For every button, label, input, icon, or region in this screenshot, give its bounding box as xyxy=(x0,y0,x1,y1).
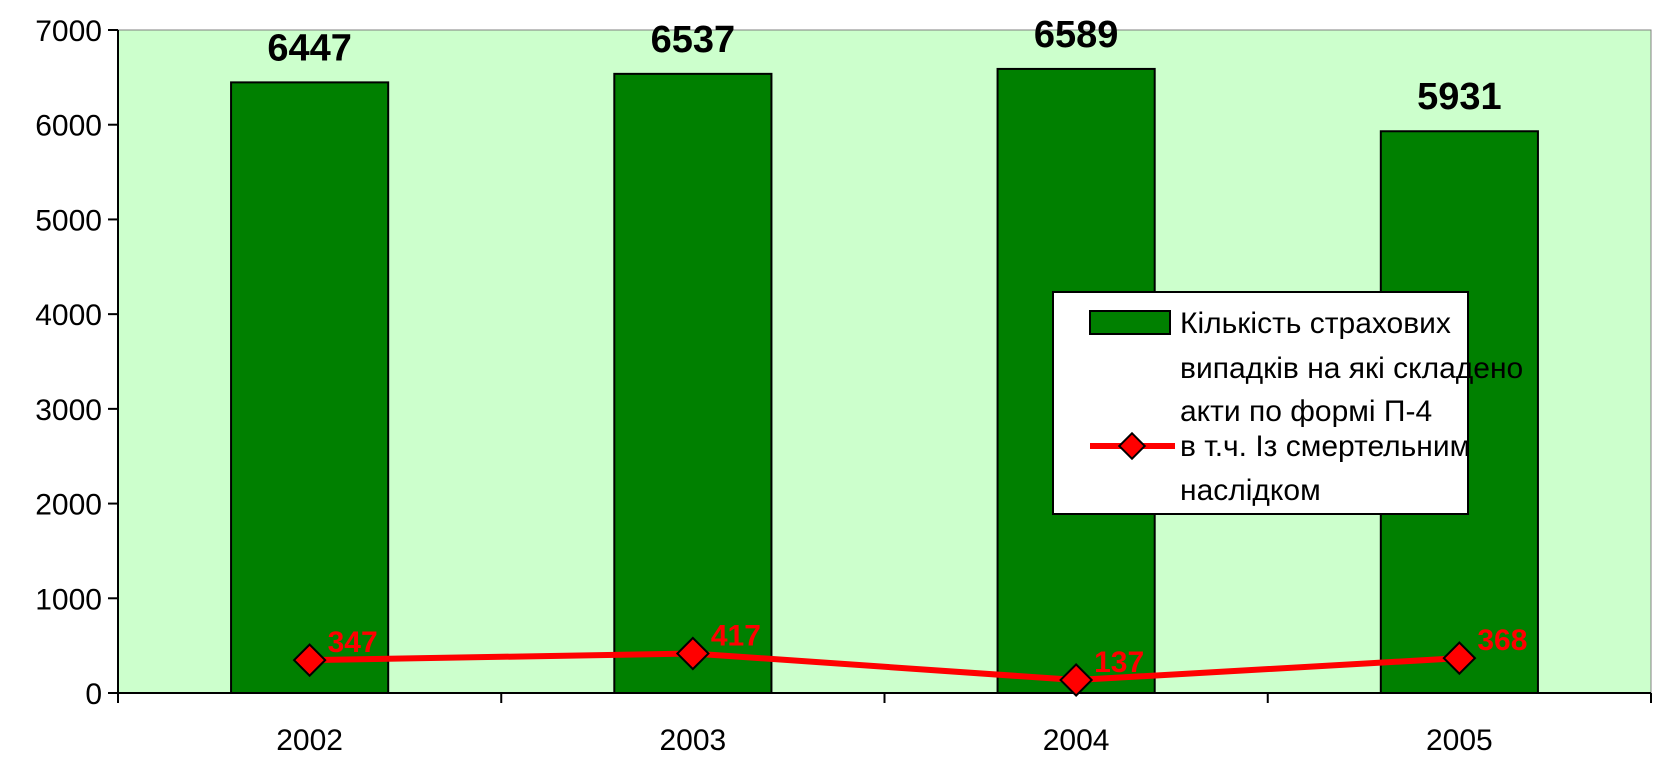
x-axis: 2002 2003 2004 2005 xyxy=(118,693,1651,757)
y-tick-label: 3000 xyxy=(35,394,102,427)
y-tick-label: 2000 xyxy=(35,489,102,522)
bar-data-label: 6589 xyxy=(1034,14,1119,56)
y-tick-label: 6000 xyxy=(35,110,102,143)
y-tick-label: 7000 xyxy=(35,15,102,48)
legend-bar-line-1: Кількість страхових xyxy=(1180,307,1451,340)
line-data-label: 368 xyxy=(1477,624,1527,657)
line-data-label: 347 xyxy=(328,626,378,659)
legend-line-line-2: наслідком xyxy=(1180,474,1321,507)
x-tick-label: 2003 xyxy=(660,724,727,757)
bar-data-label: 6447 xyxy=(267,27,352,69)
bar-data-label: 6537 xyxy=(651,19,736,61)
line-data-label: 417 xyxy=(711,620,761,653)
x-tick-label: 2005 xyxy=(1426,724,1493,757)
y-tick-label: 1000 xyxy=(35,583,102,616)
y-tick-label: 0 xyxy=(85,678,102,711)
y-axis: 0 1000 2000 3000 4000 5000 6000 7000 xyxy=(35,15,118,711)
legend-line-line-1: в т.ч. Із смертельним xyxy=(1180,430,1470,463)
y-tick-label: 4000 xyxy=(35,299,102,332)
bar xyxy=(614,74,771,693)
legend-bar-line-2: випадків на які складено xyxy=(1180,352,1523,385)
legend-bar-line-3: акти по формі П-4 xyxy=(1180,395,1432,428)
bar-data-label: 5931 xyxy=(1417,76,1502,118)
legend-bar-swatch xyxy=(1090,311,1170,334)
x-tick-label: 2004 xyxy=(1043,724,1110,757)
legend: Кількість страхових випадків на які скла… xyxy=(1053,292,1523,514)
line-data-label: 137 xyxy=(1094,646,1144,679)
bar xyxy=(231,82,388,693)
y-tick-label: 5000 xyxy=(35,204,102,237)
x-tick-label: 2002 xyxy=(276,724,343,757)
